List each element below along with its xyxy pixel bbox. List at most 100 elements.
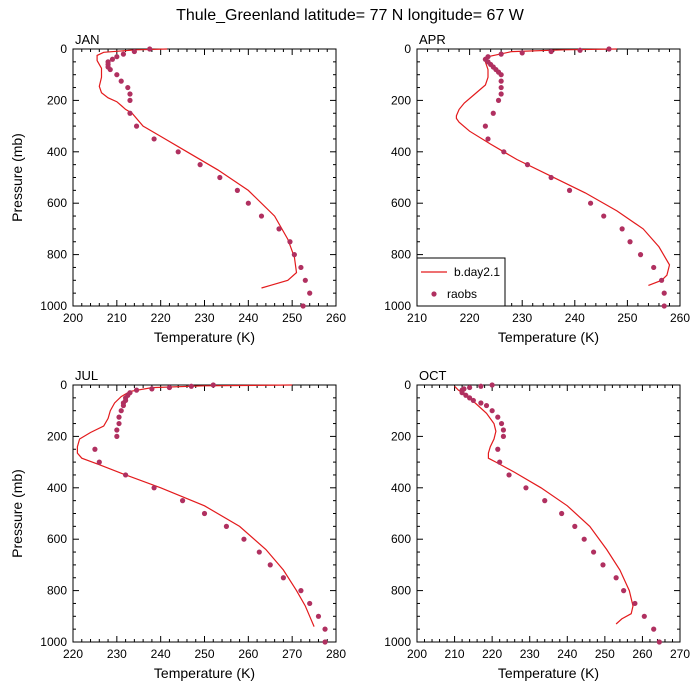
x-tick-label: 230 <box>107 647 127 661</box>
x-tick-label: 210 <box>107 311 127 325</box>
raobs-point <box>291 252 297 258</box>
raobs-point <box>109 56 116 62</box>
raobs-point <box>114 54 120 60</box>
raobs-point <box>500 427 507 433</box>
series-line-model <box>76 384 315 627</box>
raobs-point <box>601 213 607 219</box>
x-tick-label: 220 <box>63 647 83 661</box>
panel-label-oct: OCT <box>419 368 447 383</box>
y-tick-label: 600 <box>47 196 67 210</box>
raobs-point <box>656 639 662 645</box>
raobs-point <box>621 588 627 594</box>
x-axis-label: Temperature (K) <box>154 665 255 681</box>
raobs-point <box>478 383 484 389</box>
raobs-point <box>92 446 98 452</box>
series-line-model <box>454 385 634 625</box>
x-tick-label: 260 <box>632 647 652 661</box>
raobs-point <box>120 51 127 57</box>
raobs-point <box>96 459 102 465</box>
raobs-point <box>307 290 313 296</box>
raobs-point <box>482 123 488 129</box>
y-tick-label: 200 <box>391 429 411 443</box>
y-tick-label: 800 <box>47 248 67 262</box>
raobs-point <box>241 536 247 542</box>
raobs-point <box>298 588 304 594</box>
panel-label-apr: APR <box>419 32 446 47</box>
raobs-point <box>300 303 306 309</box>
raobs-point <box>114 427 120 433</box>
raobs-point <box>577 47 583 53</box>
raobs-point <box>147 46 153 52</box>
raobs-point <box>498 51 504 57</box>
legend-box <box>416 257 506 307</box>
x-tick-label: 210 <box>407 311 427 325</box>
raobs-point <box>280 575 286 581</box>
raobs-point <box>234 187 240 193</box>
raobs-point <box>133 387 140 393</box>
x-tick-label: 230 <box>512 311 532 325</box>
raobs-point <box>470 397 476 404</box>
legend-entry-model: b.day2.1 <box>454 265 500 279</box>
x-tick-label: 240 <box>565 311 585 325</box>
raobs-point <box>175 149 181 155</box>
series-line-model <box>455 48 671 286</box>
y-tick-label: 0 <box>404 42 411 56</box>
raobs-point <box>572 523 578 529</box>
x-tick-label: 260 <box>238 647 258 661</box>
raobs-point <box>548 174 554 181</box>
raobs-point <box>463 392 469 398</box>
y-tick-label: 800 <box>47 584 67 598</box>
raobs-point <box>201 510 208 517</box>
raobs-point <box>661 303 667 309</box>
x-tick-label: 280 <box>326 647 346 661</box>
x-axis-label: Temperature (K) <box>498 665 599 681</box>
x-tick-label: 270 <box>670 647 690 661</box>
raobs-point <box>498 420 505 427</box>
raobs-point <box>245 200 251 206</box>
y-tick-label: 600 <box>391 196 411 210</box>
raobs-point <box>302 277 308 283</box>
raobs-point <box>651 626 657 632</box>
raobs-point <box>497 459 503 465</box>
raobs-point <box>467 384 473 391</box>
raobs-point <box>581 536 587 542</box>
legend-marker-swatch <box>431 291 437 297</box>
raobs-point <box>606 46 612 52</box>
y-tick-label: 200 <box>47 93 67 107</box>
raobs-point <box>133 123 140 129</box>
raobs-point <box>267 562 273 568</box>
raobs-point <box>123 472 129 478</box>
x-tick-label: 240 <box>557 647 577 661</box>
x-axis-label: Temperature (K) <box>498 329 599 345</box>
raobs-point <box>495 414 501 420</box>
raobs-point <box>107 66 113 73</box>
x-tick-label: 240 <box>151 647 171 661</box>
raobs-point <box>495 97 502 103</box>
series-line-model <box>96 48 298 289</box>
plot-frame <box>416 384 681 643</box>
raobs-point <box>498 72 504 78</box>
raobs-point <box>258 213 265 219</box>
raobs-point <box>485 136 491 142</box>
raobs-point <box>495 446 501 452</box>
x-tick-label: 250 <box>282 311 302 325</box>
x-tick-label: 220 <box>151 311 171 325</box>
raobs-point <box>661 290 667 296</box>
x-tick-label: 210 <box>445 647 465 661</box>
y-axis-label: Pressure (mb) <box>9 469 25 558</box>
x-tick-label: 260 <box>326 311 346 325</box>
y-tick-label: 1000 <box>40 299 67 313</box>
x-tick-label: 200 <box>63 311 83 325</box>
raobs-point <box>210 382 216 388</box>
raobs-point <box>223 523 230 529</box>
raobs-point <box>197 162 203 168</box>
y-tick-label: 800 <box>391 248 411 262</box>
raobs-point <box>587 200 594 206</box>
raobs-point <box>118 78 124 84</box>
x-tick-label: 220 <box>482 647 502 661</box>
raobs-point <box>114 72 120 78</box>
raobs-point <box>489 382 495 388</box>
x-tick-label: 230 <box>520 647 540 661</box>
raobs-point <box>127 110 133 116</box>
